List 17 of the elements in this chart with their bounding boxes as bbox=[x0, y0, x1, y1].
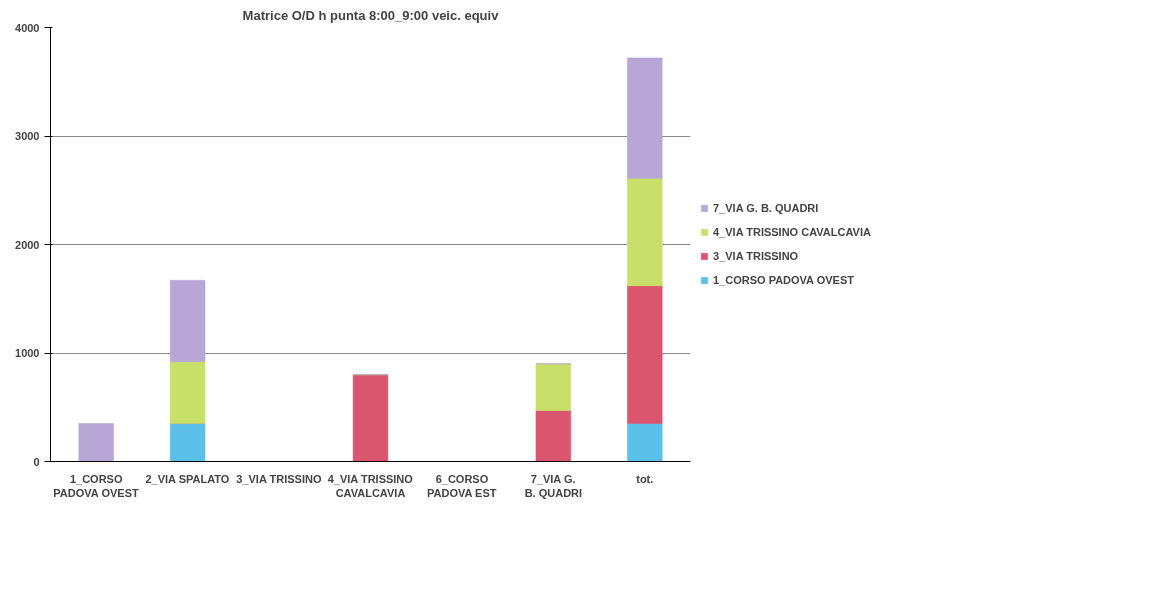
chart-title: Matrice O/D h punta 8:00_9:00 veic. equiv bbox=[242, 7, 500, 23]
legend-label: 4_VIA TRISSINO CAVALCAVIA bbox=[713, 226, 871, 238]
x-tick-label: 4_VIA TRISSINO CAVALCAVIA bbox=[327, 472, 414, 499]
y-tick-label: 1000 bbox=[15, 347, 40, 359]
x-tick-label: 2_VIA SPALATO bbox=[145, 472, 230, 485]
legend-label: 7_VIA G. B. QUADRI bbox=[713, 202, 819, 214]
x-tick-label: 1_CORSO PADOVA OVEST bbox=[53, 472, 139, 499]
y-tick-label: 4000 bbox=[15, 21, 40, 34]
x-tick-label: 6_CORSO PADOVA EST bbox=[426, 472, 497, 499]
legend-label: 1_CORSO PADOVA OVEST bbox=[713, 274, 854, 286]
x-tick-label: 3_VIA TRISSINO bbox=[236, 472, 322, 485]
legend-label: 3_VIA TRISSINO bbox=[713, 250, 799, 262]
x-tick-label: tot. bbox=[636, 472, 654, 485]
y-tick-label: 3000 bbox=[15, 130, 40, 142]
x-tick-label: 7_VIA G. B. QUADRI bbox=[524, 472, 583, 499]
y-tick-label: 2000 bbox=[15, 238, 40, 251]
y-tick-label: 0 bbox=[33, 455, 40, 468]
